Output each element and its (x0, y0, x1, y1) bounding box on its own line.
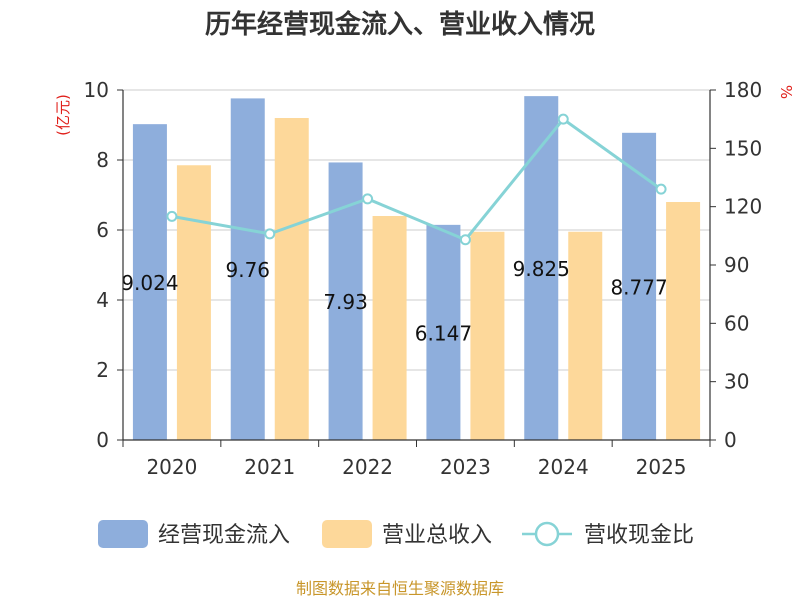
y-left-tick-label: 2 (96, 358, 109, 382)
legend-marker-营收现金比 (534, 521, 560, 547)
y-right-tick-label: 0 (724, 428, 737, 452)
x-tick-label: 2025 (636, 455, 687, 479)
bar-经营现金流入-2022 (328, 162, 363, 440)
x-tick-label: 2022 (342, 455, 393, 479)
chart-title: 历年经营现金流入、营业收入情况 (205, 9, 595, 40)
bar-营业总收入-2023 (470, 231, 505, 440)
y-right-tick-label: 180 (724, 78, 762, 102)
y-left-tick-label: 0 (96, 428, 109, 452)
bar-营业总收入-2021 (274, 118, 309, 440)
bar-经营现金流入-2021 (230, 98, 265, 441)
bar-营业总收入-2022 (372, 216, 407, 440)
data-label: 9.76 (225, 258, 270, 282)
legend-swatch-营业总收入 (322, 520, 372, 548)
y-left-unit: (亿元) (54, 94, 72, 136)
y-right-tick-label: 150 (724, 136, 762, 160)
x-tick-label: 2020 (146, 455, 197, 479)
x-tick-label: 2021 (244, 455, 295, 479)
bars (132, 96, 701, 441)
data-label: 7.93 (323, 290, 368, 314)
point-营收现金比-2020 (166, 210, 178, 222)
bar-经营现金流入-2025 (622, 132, 657, 440)
axes: 0 2 4 6 8 10 0 30 60 90 120 150 180 2020 2021 2022 2023 2… (84, 78, 763, 479)
legend-label: 经营现金流入 (158, 523, 290, 548)
y-right-tick-label: 60 (724, 311, 749, 335)
bar-经营现金流入-2024 (524, 96, 559, 440)
x-tick-label: 2023 (440, 455, 491, 479)
y-left-tick-label: 10 (84, 78, 109, 102)
gridlines (123, 89, 710, 441)
data-label: 6.147 (415, 321, 472, 345)
ratio-line (166, 113, 667, 246)
legend: 经营现金流入 营业总收入 营收现金比 (98, 520, 694, 548)
bar-经营现金流入-2023 (426, 224, 461, 440)
point-营收现金比-2022 (362, 193, 374, 205)
bar-营业总收入-2024 (568, 231, 603, 440)
point-营收现金比-2024 (557, 113, 569, 125)
bar-营业总收入-2025 (666, 202, 701, 440)
y-right-tick-label: 30 (724, 370, 749, 394)
y-left-tick-label: 8 (96, 148, 109, 172)
legend-swatch-经营现金流入 (98, 520, 148, 548)
bar-营业总收入-2020 (176, 165, 211, 440)
point-营收现金比-2025 (655, 183, 667, 195)
point-营收现金比-2023 (459, 234, 471, 246)
source-note: 制图数据来自恒生聚源数据库 (296, 579, 504, 598)
x-tick-label: 2024 (538, 455, 589, 479)
bar-经营现金流入-2020 (132, 124, 167, 440)
bar-labels: 9.024 9.76 7.93 6.147 9.825 8.777 (121, 257, 667, 345)
legend-label: 营收现金比 (584, 523, 694, 548)
y-left-tick-label: 6 (96, 218, 109, 242)
y-right-unit: % (777, 85, 795, 99)
data-label: 9.024 (121, 271, 178, 295)
y-left-tick-label: 4 (96, 288, 109, 312)
data-label: 9.825 (513, 257, 570, 281)
data-label: 8.777 (610, 275, 667, 299)
y-right-tick-label: 120 (724, 195, 762, 219)
line-营收现金比 (171, 117, 662, 242)
y-right-tick-label: 90 (724, 253, 749, 277)
legend-label: 营业总收入 (382, 523, 492, 548)
point-营收现金比-2021 (264, 228, 276, 240)
